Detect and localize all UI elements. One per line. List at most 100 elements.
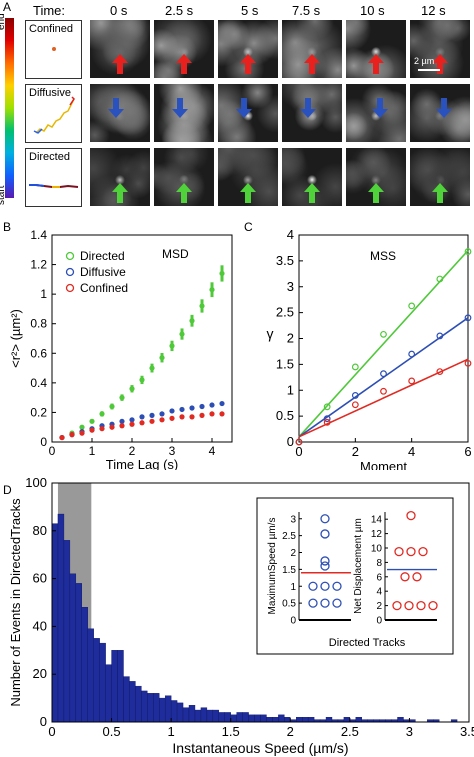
inset-max-speed-point [320, 514, 330, 524]
x-tick-label: 0 [48, 724, 55, 739]
histogram-bar [296, 717, 303, 723]
histogram-bar [159, 697, 166, 723]
data-point-diffusive [169, 408, 175, 414]
arrow-shape [304, 183, 320, 203]
inset-net-displacement-y-tick-label: 2 [376, 601, 382, 612]
diffusive-track-trace [33, 96, 75, 134]
micro-frame-directed-4 [346, 148, 406, 206]
inset-net-displacement-point [428, 600, 438, 611]
data-point-confined [169, 415, 175, 421]
y-tick-label: 2.5 [276, 305, 294, 320]
inset-x-label: Directed Tracks [329, 637, 406, 649]
micro-frame-confined-3 [282, 20, 342, 78]
x-tick-label: 1 [168, 724, 175, 739]
arrow-shape [176, 183, 192, 203]
colorbar [5, 18, 14, 198]
histogram-bar [81, 607, 88, 723]
histogram-bar [141, 690, 148, 723]
x-tick-label: 0 [295, 444, 302, 459]
histogram-bar [248, 714, 255, 723]
histogram-bar [153, 693, 160, 723]
arrow-confined-0 [112, 54, 128, 74]
data-point-confined [59, 434, 65, 441]
inset-max-speed-y-tick-label: 0 [290, 616, 296, 627]
histogram-bar [218, 712, 225, 723]
histogram-bar [272, 717, 279, 723]
arrow-diffusive-5 [436, 98, 452, 118]
micro-frame-diffusive-1 [154, 84, 214, 142]
x-axis-label: Moment [360, 459, 407, 470]
inset-net-displacement-y-tick-label: 0 [376, 616, 382, 627]
data-point [436, 368, 444, 376]
data-point-directed [219, 270, 225, 277]
data-point [380, 387, 387, 395]
y-tick-label: 1 [287, 382, 294, 397]
y-tick-label: 0.5 [276, 408, 294, 423]
data-point-diffusive [179, 406, 185, 413]
histogram-bar [87, 628, 94, 723]
micro-frame-diffusive-2 [218, 84, 278, 142]
inset-net-displacement-point [392, 600, 402, 611]
arrow-shape [112, 54, 128, 74]
fit-line [298, 317, 469, 438]
track-box-directed: Directed [25, 148, 82, 207]
inset-net-displacement-point [412, 572, 422, 582]
legend-label: Confined [80, 281, 128, 295]
x-tick-label: 2 [129, 444, 136, 458]
data-point-confined [199, 412, 205, 418]
inset-max-speed-point [320, 581, 330, 591]
data-point-directed [79, 424, 85, 430]
micro-frame-directed-5 [410, 148, 470, 206]
y-tick-label: 0.4 [30, 376, 47, 390]
inset-net-displacement-point [404, 600, 414, 611]
data-point-confined [89, 427, 95, 433]
inset-max-speed-point [320, 561, 330, 571]
y-tick-label: 40 [33, 618, 47, 633]
histogram-bar [135, 685, 142, 723]
histogram-bar [147, 693, 154, 723]
arrow-confined-3 [304, 54, 320, 74]
confined-track-trace [52, 47, 56, 51]
plot-frame [51, 482, 470, 723]
histogram-bar [182, 707, 190, 723]
data-point [351, 363, 359, 371]
y-tick-label: 0 [40, 714, 47, 729]
data-point-diffusive [219, 400, 225, 407]
x-tick-label: 1 [89, 444, 96, 458]
data-point [295, 438, 303, 446]
arrow-shape [112, 183, 128, 203]
histogram-bar [355, 717, 362, 723]
y-tick-label: 0.2 [30, 405, 47, 419]
time-header: Time: [33, 3, 66, 18]
inset-net-displacement-point [400, 572, 410, 582]
data-point-diffusive [129, 417, 135, 423]
arrow-directed-0 [112, 183, 128, 203]
time-label-2: 5 s [241, 3, 259, 18]
legend-label: Directed [80, 249, 125, 263]
x-tick-label: 3 [406, 724, 413, 739]
data-point-diffusive [199, 403, 205, 410]
inset-max-speed-y-tick-label: 2.5 [282, 531, 296, 542]
data-point-diffusive [189, 405, 195, 411]
chart-title: MSS [370, 249, 396, 263]
histogram-bar [117, 650, 124, 723]
data-point-confined [179, 414, 185, 420]
histogram-bar [325, 717, 333, 723]
data-point-confined [79, 430, 85, 436]
x-axis-label: Time Lag (s) [106, 457, 178, 470]
inset-max-speed-y-tick-label: 3 [290, 514, 296, 525]
histogram-bar [93, 638, 100, 723]
inset-net-displacement-y-tick-label: 4 [376, 587, 382, 598]
data-point-directed [99, 411, 105, 417]
x-tick-label: 1.5 [222, 724, 240, 739]
arrow-shape [436, 98, 452, 118]
inset-net-displacement-point [406, 546, 416, 557]
inset-max-speed-y-tick-label: 1 [290, 582, 296, 593]
inset-max-speed-y-tick-label: 2 [290, 548, 296, 559]
histogram-bar [164, 695, 172, 723]
y-tick-label: 3 [287, 279, 294, 294]
data-point-confined [119, 423, 125, 429]
y-tick-label: 60 [33, 571, 47, 586]
arrow-confined-5 [432, 54, 448, 74]
